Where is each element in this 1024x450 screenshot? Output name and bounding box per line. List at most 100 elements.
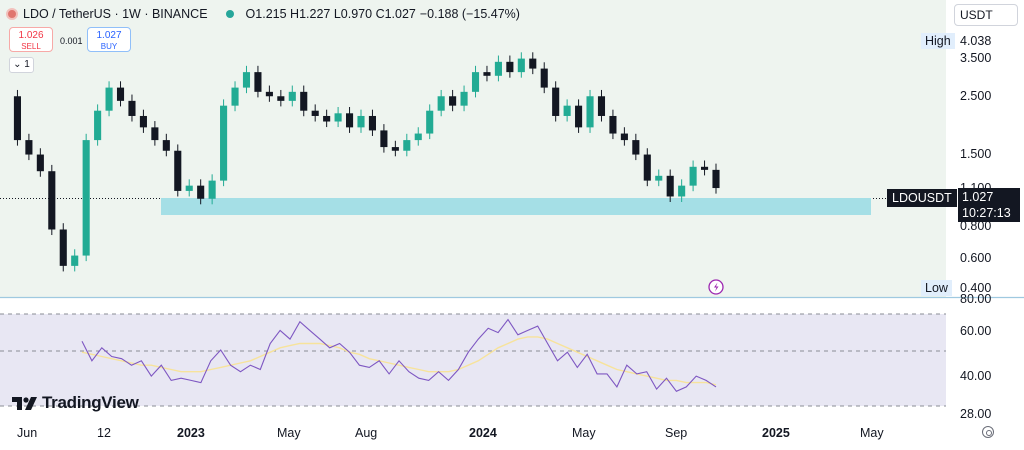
candle-body[interactable]: [48, 171, 56, 230]
candle-body[interactable]: [689, 166, 697, 186]
spread-value: 0.001: [60, 36, 83, 46]
candle-body[interactable]: [94, 110, 102, 141]
candle-body[interactable]: [25, 140, 33, 155]
buy-price: 1.027: [96, 30, 122, 41]
candle-body[interactable]: [311, 110, 319, 116]
candle-body[interactable]: [597, 96, 606, 116]
candle-body[interactable]: [643, 154, 651, 181]
candle-body[interactable]: [71, 255, 79, 266]
sell-button[interactable]: 1.026 SELL: [9, 27, 53, 52]
price-tick: 2.500: [960, 89, 992, 103]
candle-body[interactable]: [655, 175, 663, 181]
candle-body[interactable]: [552, 87, 560, 116]
candle-body[interactable]: [586, 96, 594, 128]
alert-bolt-icon: [714, 282, 719, 292]
low-label: Low: [921, 280, 952, 296]
time-label: May: [572, 426, 596, 440]
indicators-collapse-button[interactable]: ⌄ 1: [9, 57, 34, 73]
candle-body[interactable]: [391, 147, 399, 151]
candle-body[interactable]: [242, 72, 251, 88]
sell-label: SELL: [21, 42, 41, 51]
candle-body[interactable]: [563, 105, 571, 116]
candle-body[interactable]: [254, 72, 262, 92]
time-label: Aug: [355, 426, 378, 440]
candle-body[interactable]: [59, 229, 67, 266]
candle-body[interactable]: [700, 166, 709, 170]
candle-body[interactable]: [666, 175, 674, 197]
candle-body[interactable]: [403, 140, 411, 151]
rsi-line: [81, 318, 717, 392]
candle-body[interactable]: [300, 91, 308, 111]
high-label: High: [921, 33, 955, 49]
rsi-tick: 28.00: [960, 407, 992, 421]
candle-body[interactable]: [414, 133, 422, 141]
candle-body[interactable]: [162, 140, 170, 151]
low-value: 0.400: [960, 281, 992, 295]
buy-button[interactable]: 1.027 BUY: [87, 27, 131, 52]
symbol-legend[interactable]: LDO / TetherUS · 1W · BINANCE O1.215 H1.…: [6, 5, 520, 23]
price-pane-background: [0, 0, 946, 297]
candle-body[interactable]: [357, 115, 365, 128]
candle-body[interactable]: [197, 185, 205, 199]
buy-label: BUY: [100, 42, 118, 51]
candle-body[interactable]: [437, 96, 445, 111]
ohlc-close: C1.027: [375, 7, 416, 21]
candle-body[interactable]: [460, 91, 468, 106]
time-label: 2023: [177, 426, 205, 440]
rsi-layer: [81, 318, 717, 392]
candle-body[interactable]: [449, 96, 457, 106]
candle-body[interactable]: [506, 61, 514, 73]
candle-body[interactable]: [323, 115, 331, 122]
candle-body[interactable]: [620, 133, 628, 141]
candle-body[interactable]: [105, 87, 113, 111]
candle-body[interactable]: [540, 68, 548, 88]
rsi-tick: 40.00: [960, 369, 992, 383]
price-tick: 1.500: [960, 147, 992, 161]
time-label: 2024: [469, 426, 497, 440]
candle-body[interactable]: [288, 91, 296, 101]
bar-countdown: 10:27:13: [962, 206, 1011, 220]
candle-body[interactable]: [208, 180, 216, 199]
tradingview-logo[interactable]: TradingView: [12, 393, 139, 413]
ohlc-low: L0.970: [333, 7, 373, 21]
rsi-tick: 80.00: [960, 292, 992, 306]
currency-select[interactable]: USDT: [954, 4, 1018, 26]
time-label: May: [277, 426, 301, 440]
candle-body[interactable]: [174, 150, 182, 191]
support-zone[interactable]: [161, 198, 871, 215]
candle-body[interactable]: [345, 113, 354, 128]
price-tick: 0.800: [960, 219, 992, 233]
candle-body[interactable]: [483, 72, 491, 76]
candle-body[interactable]: [426, 110, 434, 134]
candle-body[interactable]: [712, 169, 720, 189]
candle-body[interactable]: [529, 58, 537, 69]
candle-body[interactable]: [678, 185, 686, 197]
candle-body[interactable]: [277, 96, 285, 101]
candle-body[interactable]: [609, 115, 617, 134]
candle-body[interactable]: [265, 91, 273, 97]
settings-gear-icon[interactable]: [982, 426, 994, 438]
candle-body[interactable]: [368, 115, 377, 131]
candle-body[interactable]: [128, 100, 136, 116]
candle-body[interactable]: [494, 61, 502, 76]
candle-body[interactable]: [517, 58, 525, 73]
candle-body[interactable]: [36, 154, 44, 172]
candle-body[interactable]: [116, 87, 125, 101]
ohlc-high: H1.227: [290, 7, 331, 21]
candle-body[interactable]: [334, 113, 342, 122]
candle-body[interactable]: [13, 96, 22, 141]
candle-body[interactable]: [231, 87, 239, 106]
last-price-badge: 1.027 10:27:13: [958, 188, 1020, 222]
high-value: 4.038: [960, 34, 992, 48]
candle-body[interactable]: [220, 105, 228, 181]
candle-body[interactable]: [151, 127, 159, 141]
candle-body[interactable]: [575, 105, 583, 128]
candle-body[interactable]: [471, 72, 480, 92]
brand-name: TradingView: [42, 393, 139, 412]
candle-body[interactable]: [632, 140, 640, 155]
candle-body[interactable]: [82, 140, 90, 256]
candle-body[interactable]: [139, 115, 147, 128]
candle-body[interactable]: [380, 130, 388, 148]
candle-body[interactable]: [185, 185, 193, 191]
